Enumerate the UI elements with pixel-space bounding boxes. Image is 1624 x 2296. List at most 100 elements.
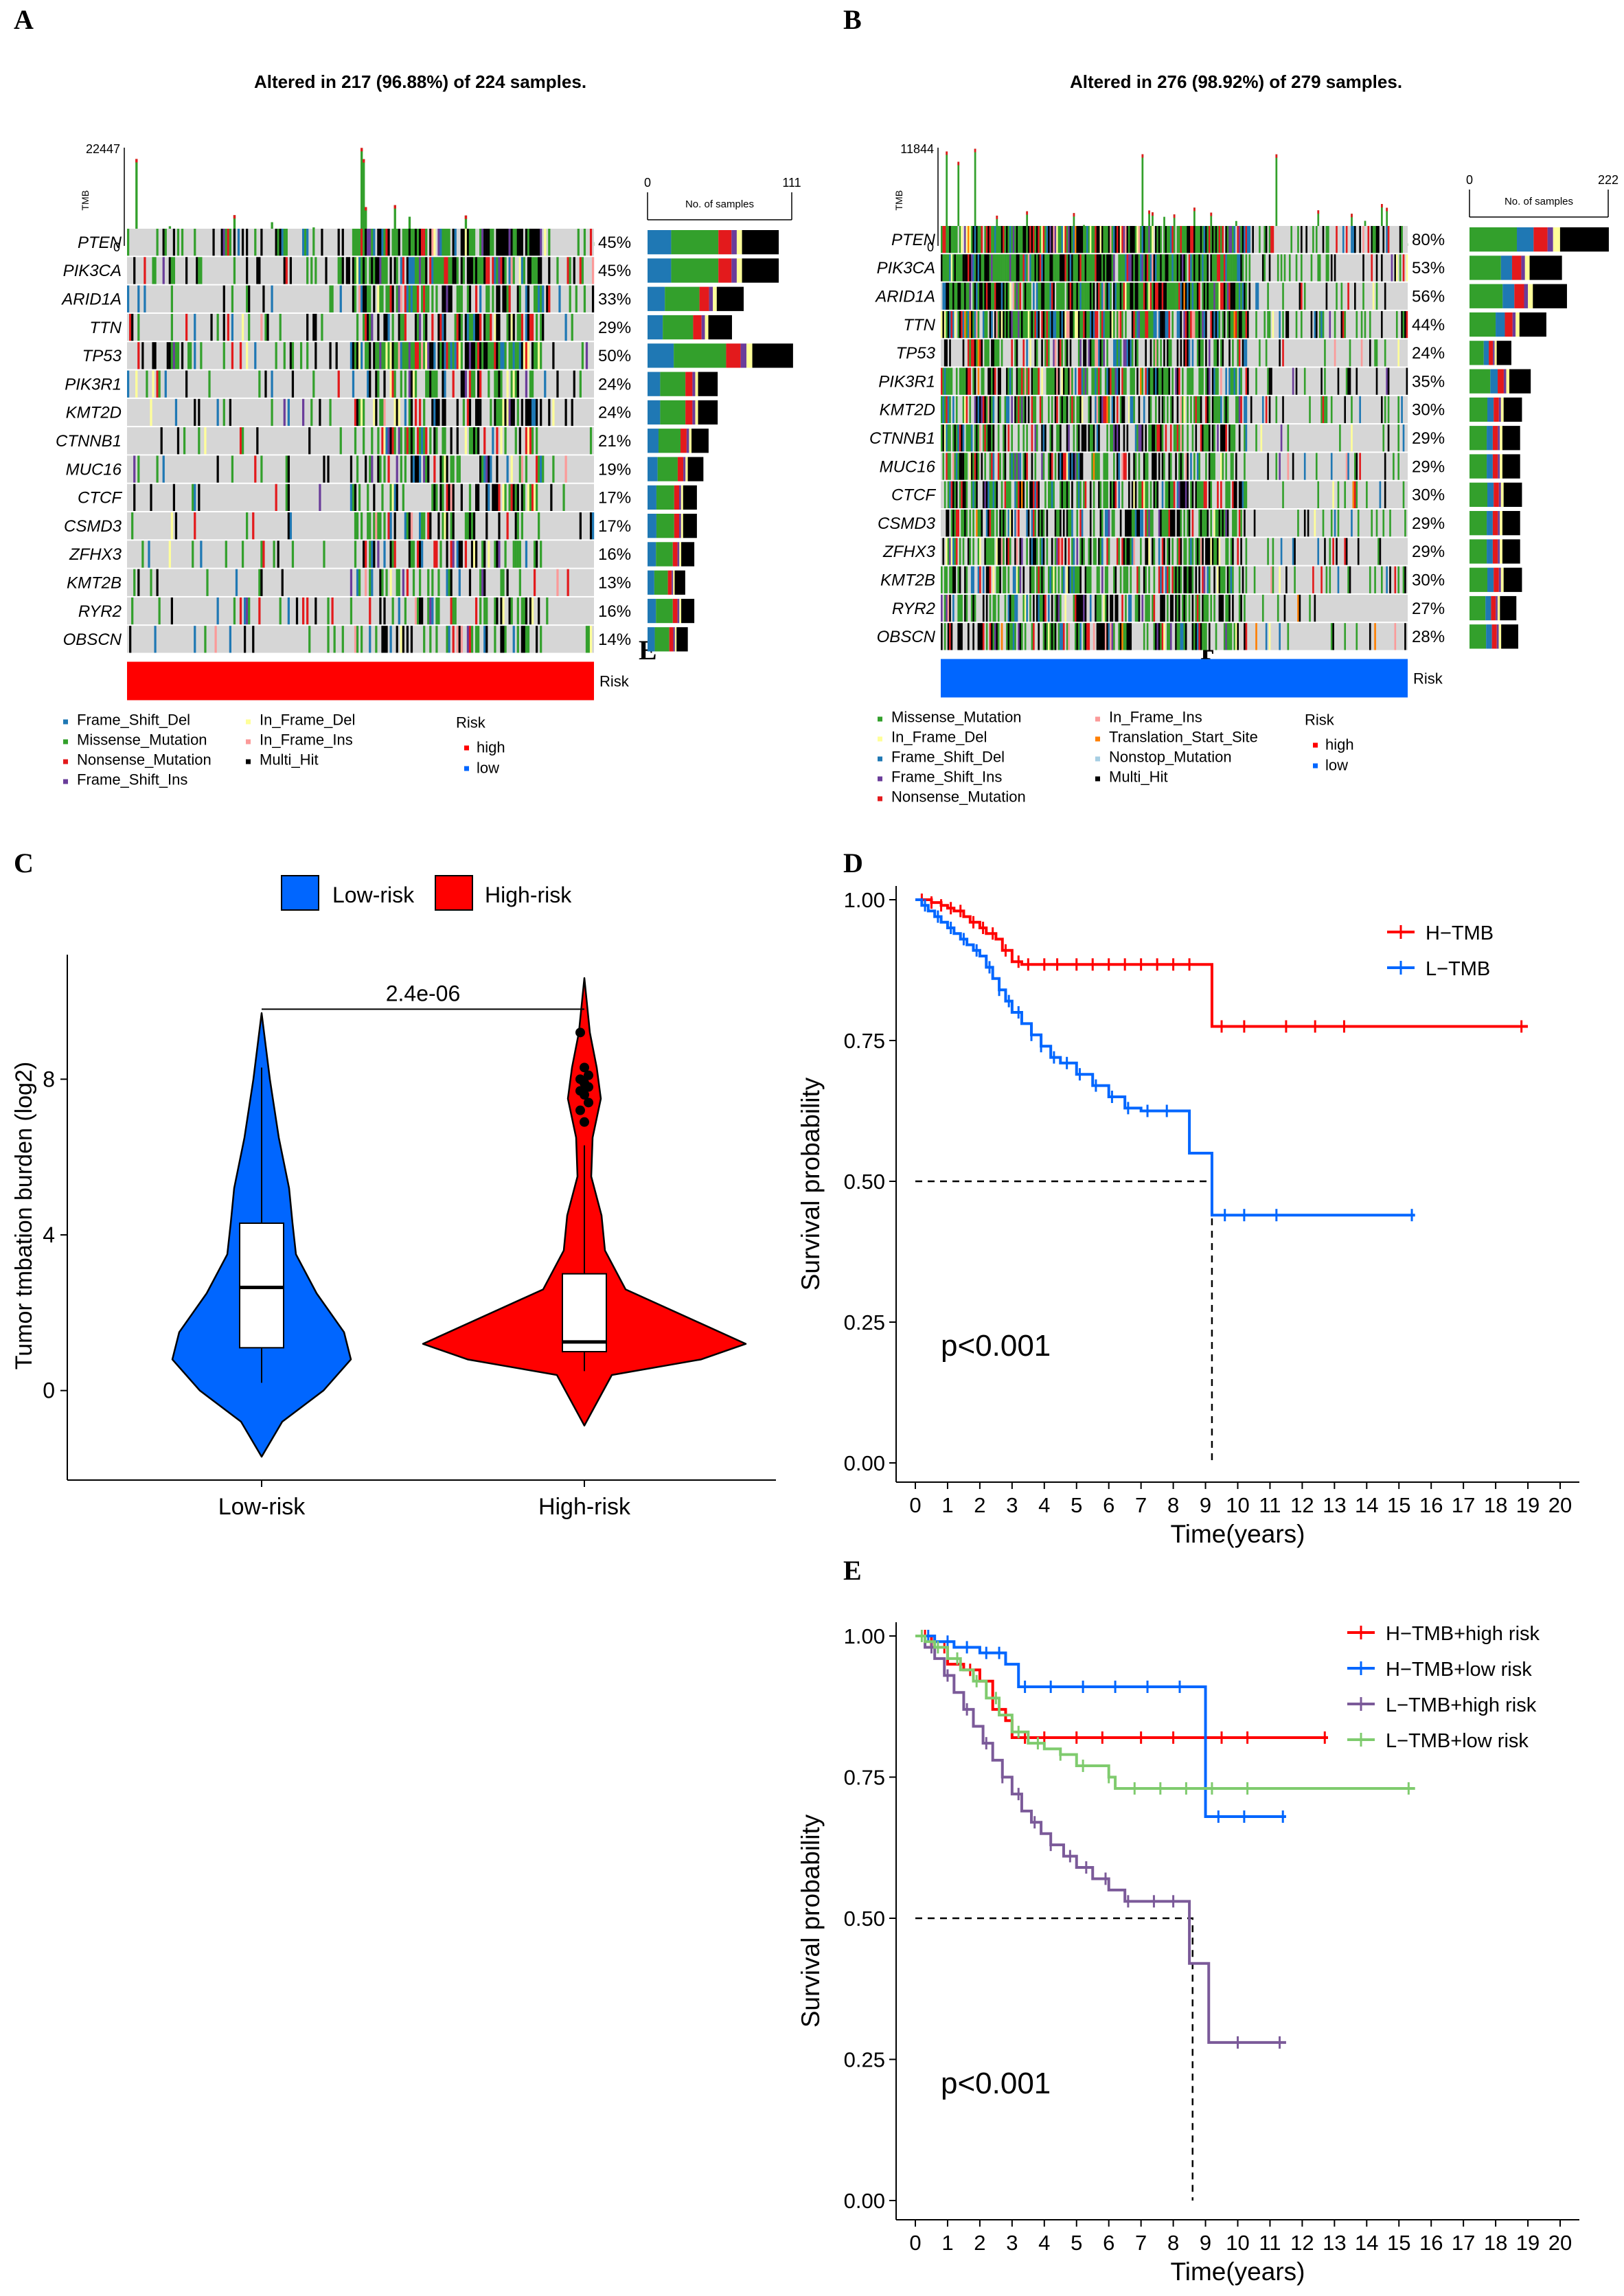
oncoplot-cell bbox=[229, 398, 231, 427]
oncoplot-cell bbox=[1297, 510, 1299, 537]
oncoplot-cell bbox=[591, 512, 595, 540]
oncoplot-row-background bbox=[127, 370, 594, 398]
oncoplot-cell bbox=[383, 597, 386, 625]
oncoplot-cell bbox=[1152, 594, 1154, 622]
oncoplot-cell bbox=[1261, 594, 1264, 622]
oncoplot-cell bbox=[458, 285, 461, 312]
oncoplot-cell bbox=[1057, 310, 1060, 339]
oncoplot-cell bbox=[1073, 226, 1075, 253]
oncoplot-cell bbox=[1211, 453, 1214, 480]
oncoplot-cell bbox=[365, 229, 367, 256]
oncoplot-cell bbox=[379, 512, 382, 540]
sample-bar-segment bbox=[1501, 624, 1518, 649]
oncoplot-cell bbox=[984, 424, 987, 452]
sample-bar-segment bbox=[654, 570, 668, 595]
oncoplot-cell bbox=[389, 512, 392, 540]
oncoplot-cell bbox=[402, 342, 404, 370]
oncoplot-cell bbox=[1003, 424, 1005, 452]
oncoplot-cell bbox=[1027, 310, 1030, 339]
gene-percent: 53% bbox=[1412, 259, 1445, 277]
oncoplot-cell bbox=[1242, 566, 1244, 593]
oncoplot-cell bbox=[1393, 453, 1395, 480]
oncoplot-cell bbox=[396, 398, 398, 427]
oncoplot-cell bbox=[1038, 481, 1040, 508]
oncoplot-cell bbox=[1079, 282, 1082, 310]
oncoplot-cell bbox=[479, 257, 482, 284]
oncoplot-cell bbox=[531, 427, 534, 455]
oncoplot-cell bbox=[406, 257, 409, 284]
oncoplot-cell bbox=[271, 285, 273, 312]
oncoplot-cell bbox=[200, 257, 203, 284]
oncoplot-cell bbox=[398, 569, 400, 596]
oncoplot-cell bbox=[474, 597, 478, 625]
oncoplot-cell bbox=[131, 313, 134, 341]
oncoplot-cell bbox=[464, 427, 468, 455]
oncoplot-cell bbox=[496, 541, 499, 568]
oncoplot-cell bbox=[1161, 623, 1164, 650]
sample-bar-segment bbox=[1521, 255, 1525, 280]
oncoplot-cell bbox=[1123, 367, 1125, 395]
oncoplot-cell bbox=[194, 313, 196, 341]
oncoplot-cell bbox=[1196, 254, 1199, 282]
sample-bar-segment bbox=[683, 457, 686, 481]
oncoplot-cell bbox=[1190, 367, 1192, 395]
tmb-bar-top bbox=[135, 159, 138, 163]
oncoplot-cell bbox=[1176, 254, 1179, 282]
oncoplot-cell bbox=[996, 339, 998, 367]
oncoplot-cell bbox=[1200, 339, 1202, 367]
oncoplot-cell bbox=[468, 626, 472, 653]
sample-bar-segment bbox=[660, 400, 686, 425]
oncoplot-cell bbox=[1185, 310, 1187, 339]
oncoplot-cell bbox=[419, 455, 422, 483]
oncoplot-cell bbox=[391, 484, 394, 511]
oncoplot-cell bbox=[1036, 339, 1038, 367]
oncoplot-cell bbox=[1205, 481, 1207, 508]
oncoplot-cell bbox=[1175, 594, 1177, 622]
oncoplot-cell bbox=[1089, 339, 1092, 367]
legend-swatch bbox=[1095, 736, 1100, 742]
oncoplot-cell bbox=[962, 396, 965, 424]
oncoplot-cell bbox=[1098, 367, 1100, 395]
oncoplot-row-background bbox=[941, 339, 1408, 367]
oncoplot-cell bbox=[1077, 367, 1080, 395]
oncoplot-cell bbox=[510, 398, 513, 427]
oncoplot-cell bbox=[1351, 510, 1353, 537]
oncoplot-cell bbox=[1095, 453, 1097, 480]
oncoplot-cell bbox=[1111, 254, 1114, 282]
oncoplot-cell bbox=[391, 427, 394, 455]
oncoplot-cell bbox=[538, 342, 540, 370]
oncoplot-cell bbox=[1104, 453, 1107, 480]
oncoplot-cell bbox=[946, 339, 948, 367]
oncoplot-cell bbox=[1397, 424, 1400, 452]
oncoplot-cell bbox=[999, 282, 1001, 310]
oncoplot-cell bbox=[1083, 594, 1085, 622]
oncoplot-cell bbox=[1374, 339, 1376, 367]
oncoplot-cell bbox=[1198, 623, 1200, 650]
oncoplot-cell bbox=[969, 254, 972, 282]
oncoplot-cell bbox=[1228, 594, 1231, 622]
oncoplot-cell bbox=[1016, 594, 1018, 622]
sample-axis-max: 111 bbox=[782, 176, 801, 190]
gene-label: PIK3CA bbox=[877, 259, 935, 277]
oncoplot-cell bbox=[389, 484, 392, 511]
oncoplot-cell bbox=[450, 285, 453, 312]
oncoplot-cell bbox=[1255, 424, 1257, 452]
oncoplot-cell bbox=[1014, 623, 1016, 650]
oncoplot-cell bbox=[1019, 254, 1022, 282]
oncoplot-cell bbox=[419, 597, 422, 625]
oncoplot-cell bbox=[1225, 396, 1227, 424]
oncoplot-cell bbox=[1133, 453, 1135, 480]
oncoplot-cell bbox=[1016, 367, 1018, 395]
oncoplot-cell bbox=[373, 229, 376, 256]
oncoplot-cell bbox=[1060, 481, 1062, 508]
oncoplot-cell bbox=[462, 370, 465, 398]
oncoplot-cell bbox=[389, 427, 392, 455]
oncoplot-cell bbox=[302, 597, 305, 625]
oncoplot-cell bbox=[965, 481, 968, 508]
oncoplot-cell bbox=[1349, 367, 1351, 395]
oncoplot-cell bbox=[1150, 510, 1152, 537]
oncoplot-cell bbox=[1359, 226, 1361, 253]
oncoplot-cell bbox=[431, 229, 434, 256]
oncoplot-cell bbox=[1022, 367, 1025, 395]
oncoplot-cell bbox=[1077, 623, 1080, 650]
